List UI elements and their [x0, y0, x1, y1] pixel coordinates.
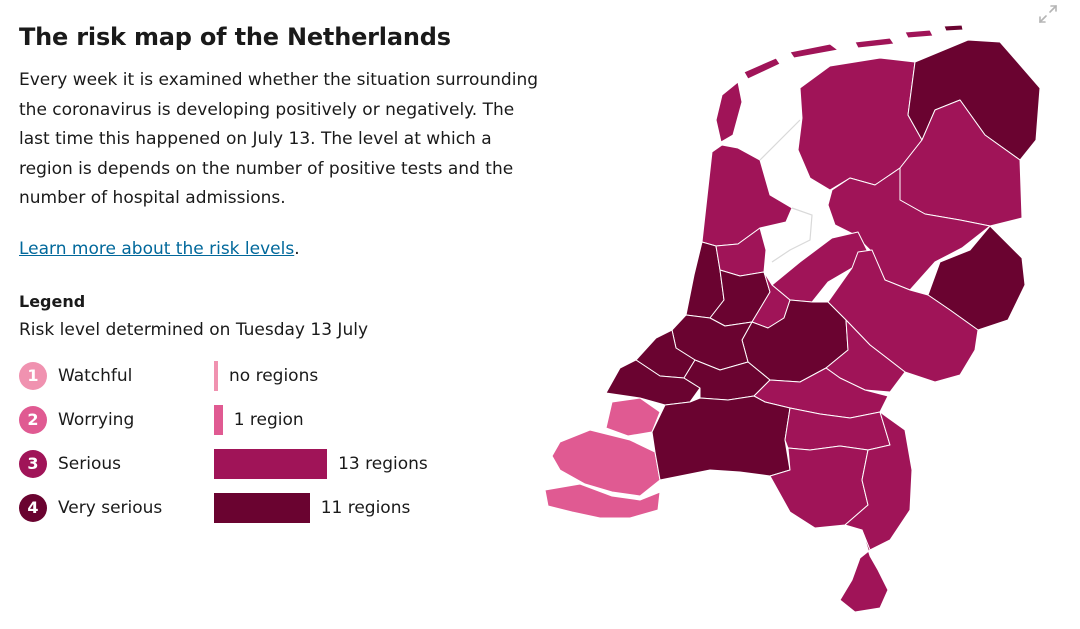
- count-label-watchful: no regions: [229, 365, 319, 386]
- map-region-rottumeroog[interactable]: [943, 24, 964, 32]
- map-region-vlieland[interactable]: [743, 57, 781, 80]
- level-label-serious: Serious: [58, 453, 121, 474]
- count-bar-watchful: [214, 360, 218, 391]
- map-region-north-holland-north[interactable]: [701, 144, 793, 247]
- legend-title: Legend: [19, 291, 86, 311]
- count-bar-serious: [214, 448, 328, 479]
- map-region-ijsselland[interactable]: [827, 167, 991, 291]
- risk-map: [540, 20, 1050, 620]
- count-bar-very-serious: [214, 492, 310, 523]
- legend-row-serious: 3 Serious 13 regions: [19, 448, 539, 492]
- count-label-serious: 13 regions: [338, 453, 428, 474]
- map-region-rotterdam-rijnmond[interactable]: [605, 359, 701, 406]
- expand-icon[interactable]: [1038, 4, 1058, 24]
- level-badge-2: 2: [19, 405, 47, 434]
- netherlands-map-svg: [544, 24, 1041, 613]
- content-column: The risk map of the Netherlands Every we…: [19, 20, 539, 536]
- level-badge-1: 1: [19, 361, 47, 390]
- map-region-texel[interactable]: [715, 81, 743, 143]
- map-region-terschelling[interactable]: [789, 43, 839, 59]
- map-region-middle-west-brabant[interactable]: [651, 395, 791, 481]
- level-label-watchful: Watchful: [58, 365, 133, 386]
- ijsselmeer-outline: [759, 119, 813, 263]
- map-region-schiermonnikoog[interactable]: [904, 29, 934, 39]
- legend-row-very-serious: 4 Very serious 11 regions: [19, 492, 539, 536]
- level-label-very-serious: Very serious: [58, 497, 163, 518]
- count-label-very-serious: 11 regions: [320, 497, 411, 518]
- map-region-south-limburg[interactable]: [839, 529, 889, 613]
- learn-more-line: Learn more about the risk levels.: [19, 236, 539, 262]
- count-bar-worrying: [214, 404, 223, 435]
- page-title: The risk map of the Netherlands: [19, 23, 451, 51]
- level-badge-4: 4: [19, 493, 47, 522]
- intro-paragraph: Every week it is examined whether the si…: [19, 70, 539, 208]
- legend-rows: 1 Watchful no regions 2 Worrying 1 regio…: [19, 360, 539, 536]
- level-badge-3: 3: [19, 449, 47, 478]
- legend-row-watchful: 1 Watchful no regions: [19, 360, 539, 404]
- learn-more-suffix: .: [294, 238, 300, 259]
- legend-row-worrying: 2 Worrying 1 region: [19, 404, 539, 448]
- map-region-ameland[interactable]: [854, 37, 895, 49]
- legend-subtitle: Risk level determined on Tuesday 13 July: [19, 319, 368, 340]
- count-label-worrying: 1 region: [233, 409, 304, 430]
- map-region-zeeland[interactable]: [544, 397, 661, 519]
- learn-more-link[interactable]: Learn more about the risk levels: [19, 238, 295, 259]
- level-label-worrying: Worrying: [58, 409, 135, 430]
